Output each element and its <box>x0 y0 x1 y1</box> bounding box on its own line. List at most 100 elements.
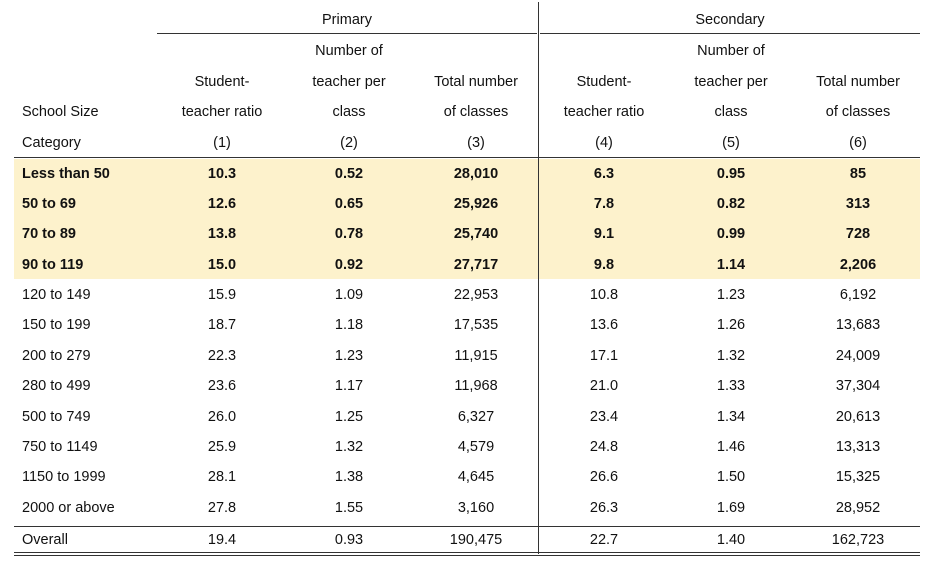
table-cell: 17,535 <box>453 317 499 333</box>
row-category: 50 to 69 <box>22 196 76 212</box>
row-category: 120 to 149 <box>22 287 91 303</box>
row-category: 1150 to 1999 <box>22 469 106 485</box>
column-header-2-line-2: teacher per <box>312 74 386 90</box>
vertical-divider <box>538 2 539 554</box>
table-cell: 1.09 <box>334 287 364 303</box>
table-cell: 25.9 <box>207 439 237 455</box>
row-category: 70 to 89 <box>22 226 76 242</box>
category-header-line1: School Size <box>22 104 99 120</box>
table-cell: 26.3 <box>589 500 619 516</box>
table-cell: 1.69 <box>716 500 746 516</box>
secondary-underline <box>540 33 920 34</box>
table-cell: 6,192 <box>839 287 877 303</box>
table-cell: 9.1 <box>593 226 615 242</box>
table-cell: 23.4 <box>589 409 619 425</box>
table-cell: 0.99 <box>716 226 746 242</box>
table-cell: 2,206 <box>839 257 877 273</box>
table-cell: 4,645 <box>457 469 495 485</box>
table-cell: 3,160 <box>457 500 495 516</box>
row-category: 90 to 119 <box>22 257 84 273</box>
table-cell: 21.0 <box>589 378 619 394</box>
table-cell: 15.9 <box>207 287 237 303</box>
table-cell: 1.46 <box>716 439 746 455</box>
overall-cell: 19.4 <box>207 532 237 548</box>
overall-cell: 22.7 <box>589 532 619 548</box>
table-cell: 13.8 <box>207 226 237 242</box>
header-rule <box>14 157 920 158</box>
table-cell: 23.6 <box>207 378 237 394</box>
table-cell: 1.55 <box>334 500 364 516</box>
table-cell: 27,717 <box>453 257 499 273</box>
table-cell: 0.52 <box>334 166 364 182</box>
table-cell: 25,740 <box>453 226 499 242</box>
table-cell: 15.0 <box>207 257 237 273</box>
column-header-4-line-3: teacher ratio <box>563 104 645 120</box>
highlight-band <box>14 159 920 279</box>
column-header-5-line-2: teacher per <box>694 74 768 90</box>
table-cell: 1.50 <box>716 469 746 485</box>
table-cell: 85 <box>849 166 867 182</box>
table-cell: 15,325 <box>835 469 881 485</box>
column-header-6-line-4: (6) <box>849 135 867 151</box>
table-cell: 7.8 <box>593 196 615 212</box>
table-cell: 28.1 <box>207 469 237 485</box>
column-header-1-line-4: (1) <box>213 135 231 151</box>
table-cell: 10.3 <box>207 166 237 182</box>
table-cell: 1.32 <box>334 439 364 455</box>
table-cell: 1.23 <box>716 287 746 303</box>
table-cell: 13,683 <box>835 317 881 333</box>
column-header-2-line-1: Number of <box>315 43 383 59</box>
table-cell: 24,009 <box>835 348 881 364</box>
row-category: Less than 50 <box>22 166 110 182</box>
table-cell: 27.8 <box>207 500 237 516</box>
bottom-rule-1 <box>14 552 920 553</box>
table-cell: 1.23 <box>334 348 364 364</box>
table-cell: 25,926 <box>453 196 499 212</box>
table-cell: 12.6 <box>207 196 237 212</box>
column-header-2-line-4: (2) <box>340 135 358 151</box>
table-cell: 26.0 <box>207 409 237 425</box>
table-cell: 10.8 <box>589 287 619 303</box>
table-cell: 1.26 <box>716 317 746 333</box>
table-cell: 11,968 <box>454 378 498 394</box>
column-header-4-line-2: Student- <box>576 74 632 90</box>
overall-cell: 190,475 <box>449 532 503 548</box>
overall-cell: 162,723 <box>831 532 885 548</box>
table-cell: 0.65 <box>334 196 364 212</box>
column-header-1-line-2: Student- <box>194 74 250 90</box>
table-cell: 1.38 <box>334 469 364 485</box>
table-cell: 6.3 <box>593 166 615 182</box>
table-cell: 28,952 <box>835 500 881 516</box>
table-cell: 11,915 <box>454 348 498 364</box>
column-header-5-line-4: (5) <box>722 135 740 151</box>
table-cell: 1.34 <box>716 409 746 425</box>
table-cell: 0.78 <box>334 226 364 242</box>
group-header-primary: Primary <box>322 12 372 28</box>
column-header-2-line-3: class <box>332 104 366 120</box>
column-header-6-line-2: Total number <box>816 74 900 90</box>
table-cell: 1.18 <box>334 317 364 333</box>
row-category: 750 to 1149 <box>22 439 98 455</box>
table-cell: 0.92 <box>334 257 364 273</box>
table-cell: 9.8 <box>593 257 615 273</box>
table-cell: 1.14 <box>716 257 746 273</box>
table-cell: 22,953 <box>453 287 499 303</box>
category-header-line2: Category <box>22 135 81 151</box>
table-cell: 6,327 <box>457 409 495 425</box>
table-cell: 22.3 <box>207 348 237 364</box>
column-header-4-line-4: (4) <box>595 135 613 151</box>
overall-label: Overall <box>22 532 68 548</box>
column-header-1-line-3: teacher ratio <box>181 104 263 120</box>
column-header-3-line-3: of classes <box>443 104 509 120</box>
table-cell: 0.95 <box>716 166 746 182</box>
table-cell: 1.25 <box>334 409 364 425</box>
table-cell: 24.8 <box>589 439 619 455</box>
table-cell: 26.6 <box>589 469 619 485</box>
overall-cell: 0.93 <box>334 532 364 548</box>
table-cell: 17.1 <box>589 348 619 364</box>
table-cell: 13,313 <box>835 439 881 455</box>
column-header-5-line-1: Number of <box>697 43 765 59</box>
table-cell: 313 <box>845 196 871 212</box>
primary-underline <box>157 33 537 34</box>
